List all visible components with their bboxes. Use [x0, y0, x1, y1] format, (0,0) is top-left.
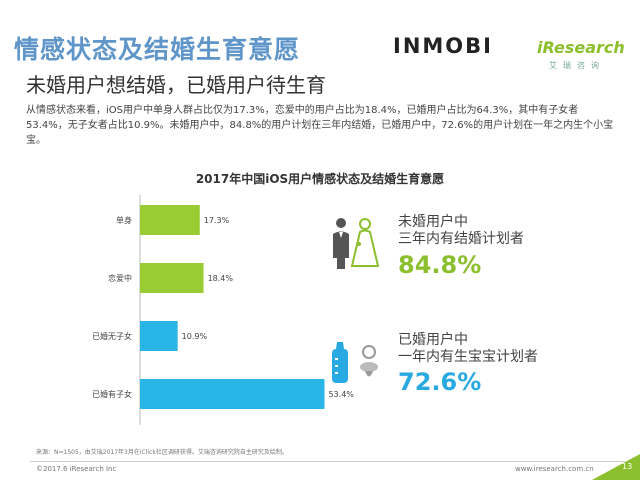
- value-label-0: 17.3%: [204, 216, 230, 225]
- stat1-line1: 未婚用户中: [398, 214, 468, 230]
- iresearch-logo: iResearch 艾瑞咨询: [537, 38, 625, 70]
- category-label-0: 单身: [116, 215, 132, 225]
- stat2-line2: 一年内有生宝宝计划者: [398, 349, 538, 365]
- iresearch-logo-sub: 艾瑞咨询: [549, 61, 605, 70]
- bar-1: [140, 263, 204, 293]
- website-link[interactable]: www.iresearch.com.cn: [515, 465, 594, 473]
- stat2-value: 72.6%: [398, 368, 482, 396]
- category-label-2: 已婚无子女: [92, 331, 132, 341]
- page-number: 13: [622, 462, 633, 471]
- baby-bottle-icon: [332, 342, 378, 383]
- chart-title: 2017年中国iOS用户情感状态及结婚生育意愿: [195, 172, 445, 186]
- copyright-text: ©2017.6 iResearch Inc: [36, 465, 117, 473]
- stat1-line2: 三年内有结婚计划者: [398, 231, 524, 247]
- category-label-1: 恋爱中: [108, 273, 132, 283]
- stat2-line1: 已婚用户中: [398, 332, 468, 348]
- category-label-3: 已婚有子女: [92, 389, 132, 399]
- page-subtitle: 未婚用户想结婚，已婚用户待生育: [26, 73, 326, 97]
- wedding-couple-icon: [333, 218, 380, 269]
- stat1-label: 未婚用户中 三年内有结婚计划者: [398, 214, 548, 248]
- iresearch-logo-text: iResearch: [537, 38, 625, 57]
- stat1-value: 84.8%: [398, 251, 482, 279]
- bar-0: [140, 205, 200, 235]
- page-title: 情感状态及结婚生育意愿: [14, 35, 301, 64]
- value-label-2: 10.9%: [182, 332, 208, 341]
- bar-3: [140, 379, 325, 409]
- footer-divider: [30, 461, 625, 462]
- source-note: 来源：N=1505，由艾瑞2017年3月在iClick社区调研获得。艾瑞咨询研究…: [36, 449, 288, 456]
- stat2-label: 已婚用户中 一年内有生宝宝计划者: [398, 332, 548, 366]
- value-label-1: 18.4%: [208, 274, 234, 283]
- description-text: 从情感状态来看，iOS用户中单身人群占比仅为17.3%，恋爱中的用户占比为18.…: [26, 105, 614, 146]
- value-label-3: 53.4%: [328, 390, 354, 399]
- bar-2: [140, 321, 178, 351]
- corner-decoration: [592, 454, 640, 480]
- inmobi-logo: INMOBI: [393, 34, 493, 58]
